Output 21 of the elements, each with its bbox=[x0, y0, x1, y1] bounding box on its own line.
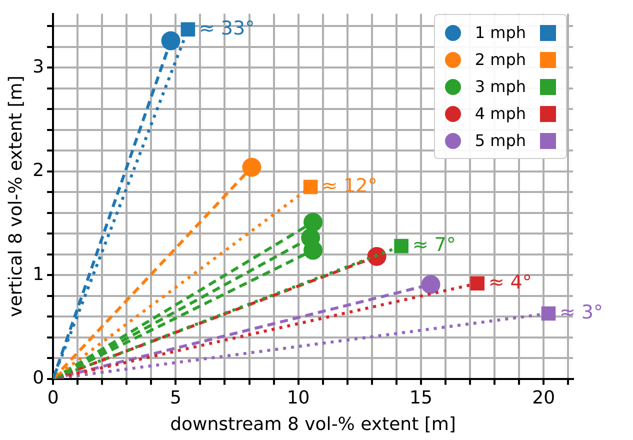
x-axis-title: downstream 8 vol-% extent [m] bbox=[170, 414, 456, 435]
legend-label: 1 mph bbox=[474, 23, 526, 42]
x-tick-label: 10 bbox=[286, 387, 310, 408]
legend-label: 4 mph bbox=[474, 104, 526, 123]
annotation: ≈ 12° bbox=[322, 174, 378, 197]
annotation: ≈ 7° bbox=[412, 234, 456, 256]
annotation: ≈ 3° bbox=[559, 301, 604, 324]
annotation: ≈ 4° bbox=[488, 271, 532, 294]
x-tick-label: 0 bbox=[47, 387, 59, 408]
y-tick-label: 3 bbox=[32, 56, 44, 78]
y-tick-label: 2 bbox=[32, 160, 44, 182]
x-tick-label: 5 bbox=[170, 387, 182, 408]
y-tick-label: 0 bbox=[32, 367, 44, 388]
legend-label: 5 mph bbox=[474, 131, 526, 150]
legend-label: 2 mph bbox=[474, 50, 526, 69]
y-axis-title: vertical 8 vol-% extent [m] bbox=[5, 76, 26, 317]
x-tick-label: 20 bbox=[532, 387, 556, 408]
x-tick-label: 15 bbox=[409, 387, 432, 408]
legend-label: 3 mph bbox=[474, 77, 526, 96]
y-tick-label: 1 bbox=[32, 264, 44, 285]
annotation: ≈ 33° bbox=[198, 17, 255, 40]
